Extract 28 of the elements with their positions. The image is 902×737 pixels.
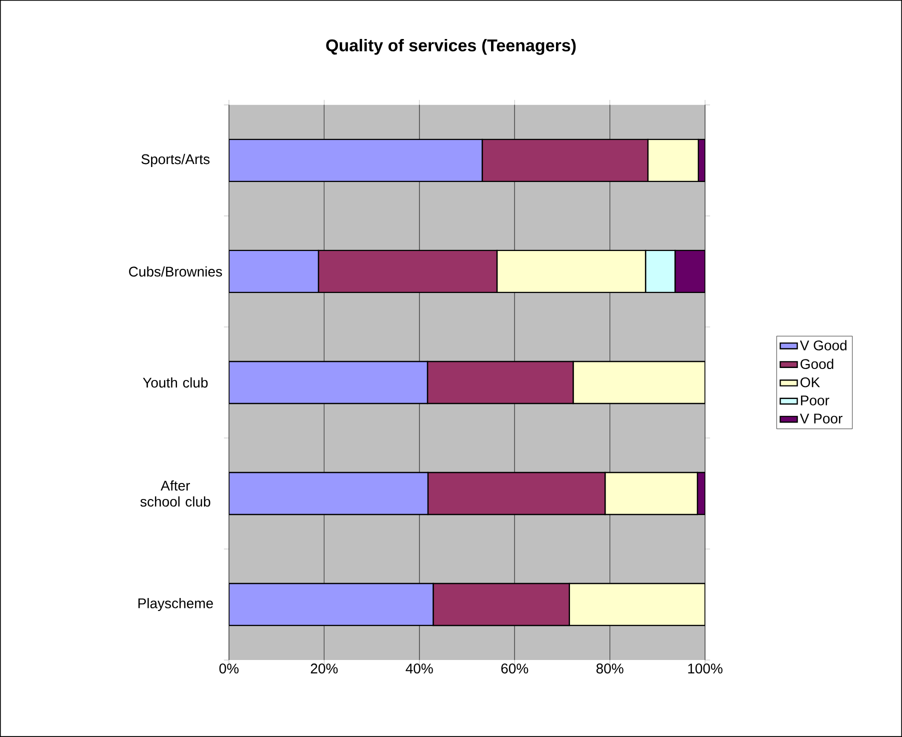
x-tick-label: 0% xyxy=(219,664,239,674)
y-tick-label: Sports/Arts xyxy=(141,154,210,167)
y-tick-label: Cubs/Brownies xyxy=(129,266,222,277)
bar xyxy=(228,250,320,294)
x-tick-label: 60% xyxy=(501,664,528,674)
bar xyxy=(228,582,434,626)
legend-label: Good xyxy=(800,358,834,370)
bar xyxy=(647,138,699,182)
legend-label: Poor xyxy=(801,396,830,406)
bar xyxy=(228,138,483,182)
x-tick-label: 80% xyxy=(596,664,624,674)
y-tick-label: Playscheme xyxy=(138,598,213,612)
bar xyxy=(228,360,428,404)
y-tick-label: After school club xyxy=(140,480,210,507)
x-tick-label: 100% xyxy=(688,664,722,674)
bar xyxy=(604,472,698,516)
bar xyxy=(568,582,706,626)
bar xyxy=(228,472,429,516)
bar xyxy=(496,250,646,294)
x-tick-label: 40% xyxy=(406,664,433,674)
chart-title: Quality of services (Teenagers) xyxy=(326,38,576,55)
legend-label: OK xyxy=(800,377,820,388)
legend-label: V Poor xyxy=(800,414,842,424)
y-tick-label: Youth club xyxy=(142,377,208,388)
bar xyxy=(674,250,706,294)
bar xyxy=(572,360,706,404)
x-tick-label: 20% xyxy=(310,664,338,674)
legend-label: V Good xyxy=(800,340,846,350)
